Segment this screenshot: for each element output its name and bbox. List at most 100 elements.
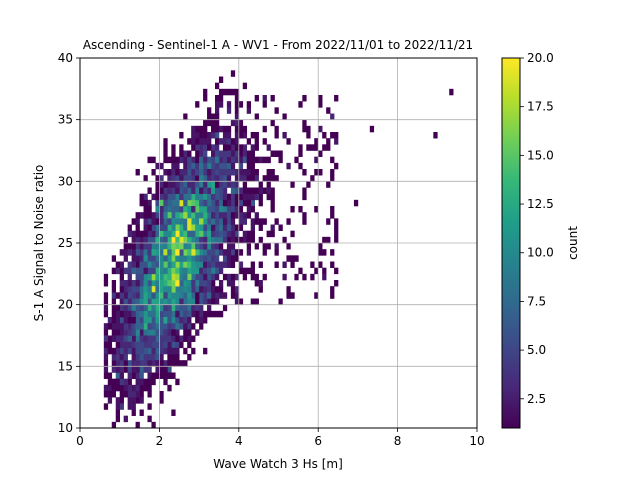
heatmap-cell [127,317,132,324]
heatmap-cell [151,280,156,287]
heatmap-cell [258,156,263,164]
heatmap-cell [230,230,236,238]
heatmap-cell [294,273,299,281]
heatmap-cell [242,156,248,164]
heatmap-cell [266,187,271,194]
heatmap-cell [218,261,224,268]
heatmap-cell [203,273,208,281]
heatmap-cell [123,323,128,330]
heatmap-cell [143,384,148,392]
heatmap-cell [171,372,176,379]
heatmap-cell [334,218,339,225]
heatmap-cell [258,218,263,225]
heatmap-cell [159,199,164,207]
heatmap-cell [155,323,160,330]
heatmap-cell [111,335,117,342]
heatmap-cell [155,193,160,201]
heatmap-cell [147,366,152,373]
colorbar-tick-label: 12.5 [527,197,554,211]
heatmap-cell [147,384,152,392]
heatmap-cell [195,267,200,275]
heatmap-cell [159,304,164,312]
heatmap-cell [175,261,180,268]
heatmap-cell [139,199,144,207]
heatmap-cell [203,187,208,194]
heatmap-cell [115,366,120,373]
heatmap-cell [163,156,168,164]
heatmap-cell [191,347,196,355]
heatmap-cell [278,150,283,157]
heatmap-cell [127,230,132,238]
heatmap-cell [143,378,148,386]
heatmap-cell [318,249,323,256]
heatmap-cell [222,150,228,157]
heatmap-cell [433,132,438,139]
heatmap-cell [222,199,228,207]
heatmap-cell [199,156,204,164]
heatmap-cell [203,95,208,102]
heatmap-cell [238,206,244,213]
heatmap-cell [282,132,287,139]
heatmap-cell [302,169,307,176]
heatmap-cell [175,378,180,386]
heatmap-cell [318,169,323,176]
heatmap-cell [238,261,244,268]
heatmap-cell [143,261,148,268]
heatmap-cell [258,181,263,188]
heatmap-cell [107,335,113,342]
heatmap-cell [195,249,200,256]
heatmap-cell [171,236,176,244]
heatmap-cell [191,286,196,293]
heatmap-cell [199,132,204,139]
heatmap-cell [131,360,136,367]
heatmap-cell [115,292,120,299]
heatmap-cell [226,169,232,176]
heatmap-cell [250,273,255,281]
heatmap-cell [274,243,279,250]
heatmap-cell [103,347,109,355]
heatmap-cell [103,329,109,336]
heatmap-cell [199,292,204,299]
heatmap-cell [270,187,275,194]
heatmap-cell [226,132,232,139]
heatmap-cell [230,255,236,262]
heatmap-cell [326,144,331,151]
heatmap-cell [147,230,152,238]
heatmap-cell [199,280,204,287]
heatmap-cell [214,236,220,244]
heatmap-cell [115,304,120,312]
heatmap-cell [187,298,192,305]
heatmap-cell [115,415,120,423]
heatmap-cell [234,95,240,102]
heatmap-cell [123,304,128,312]
heatmap-cell [199,212,204,219]
heatmap-cell [238,125,244,133]
heatmap-cell [135,391,140,398]
heatmap-cell [171,329,176,336]
heatmap-cell [183,280,188,287]
heatmap-cell [175,310,180,318]
heatmap-cell [127,335,132,342]
heatmap-cell [318,261,323,268]
heatmap-cell [147,360,152,367]
heatmap-cell [147,292,152,299]
heatmap-cell [123,267,128,275]
heatmap-cell [250,267,255,275]
heatmap-cell [111,255,117,262]
heatmap-cell [310,261,315,268]
heatmap-cell [143,175,148,182]
heatmap-cell [147,403,152,410]
heatmap-cell [147,255,152,262]
heatmap-cell [218,125,224,133]
heatmap-cell [167,199,172,207]
heatmap-cell [218,310,224,318]
heatmap-cell [314,292,319,299]
heatmap-cell [119,273,124,281]
heatmap-cell [123,391,128,398]
heatmap-cell [151,218,156,225]
heatmap-cell [234,255,240,262]
heatmap-cell [222,144,228,151]
heatmap-cell [119,397,124,404]
heatmap-cell [203,292,208,299]
heatmap-cell [171,249,176,256]
